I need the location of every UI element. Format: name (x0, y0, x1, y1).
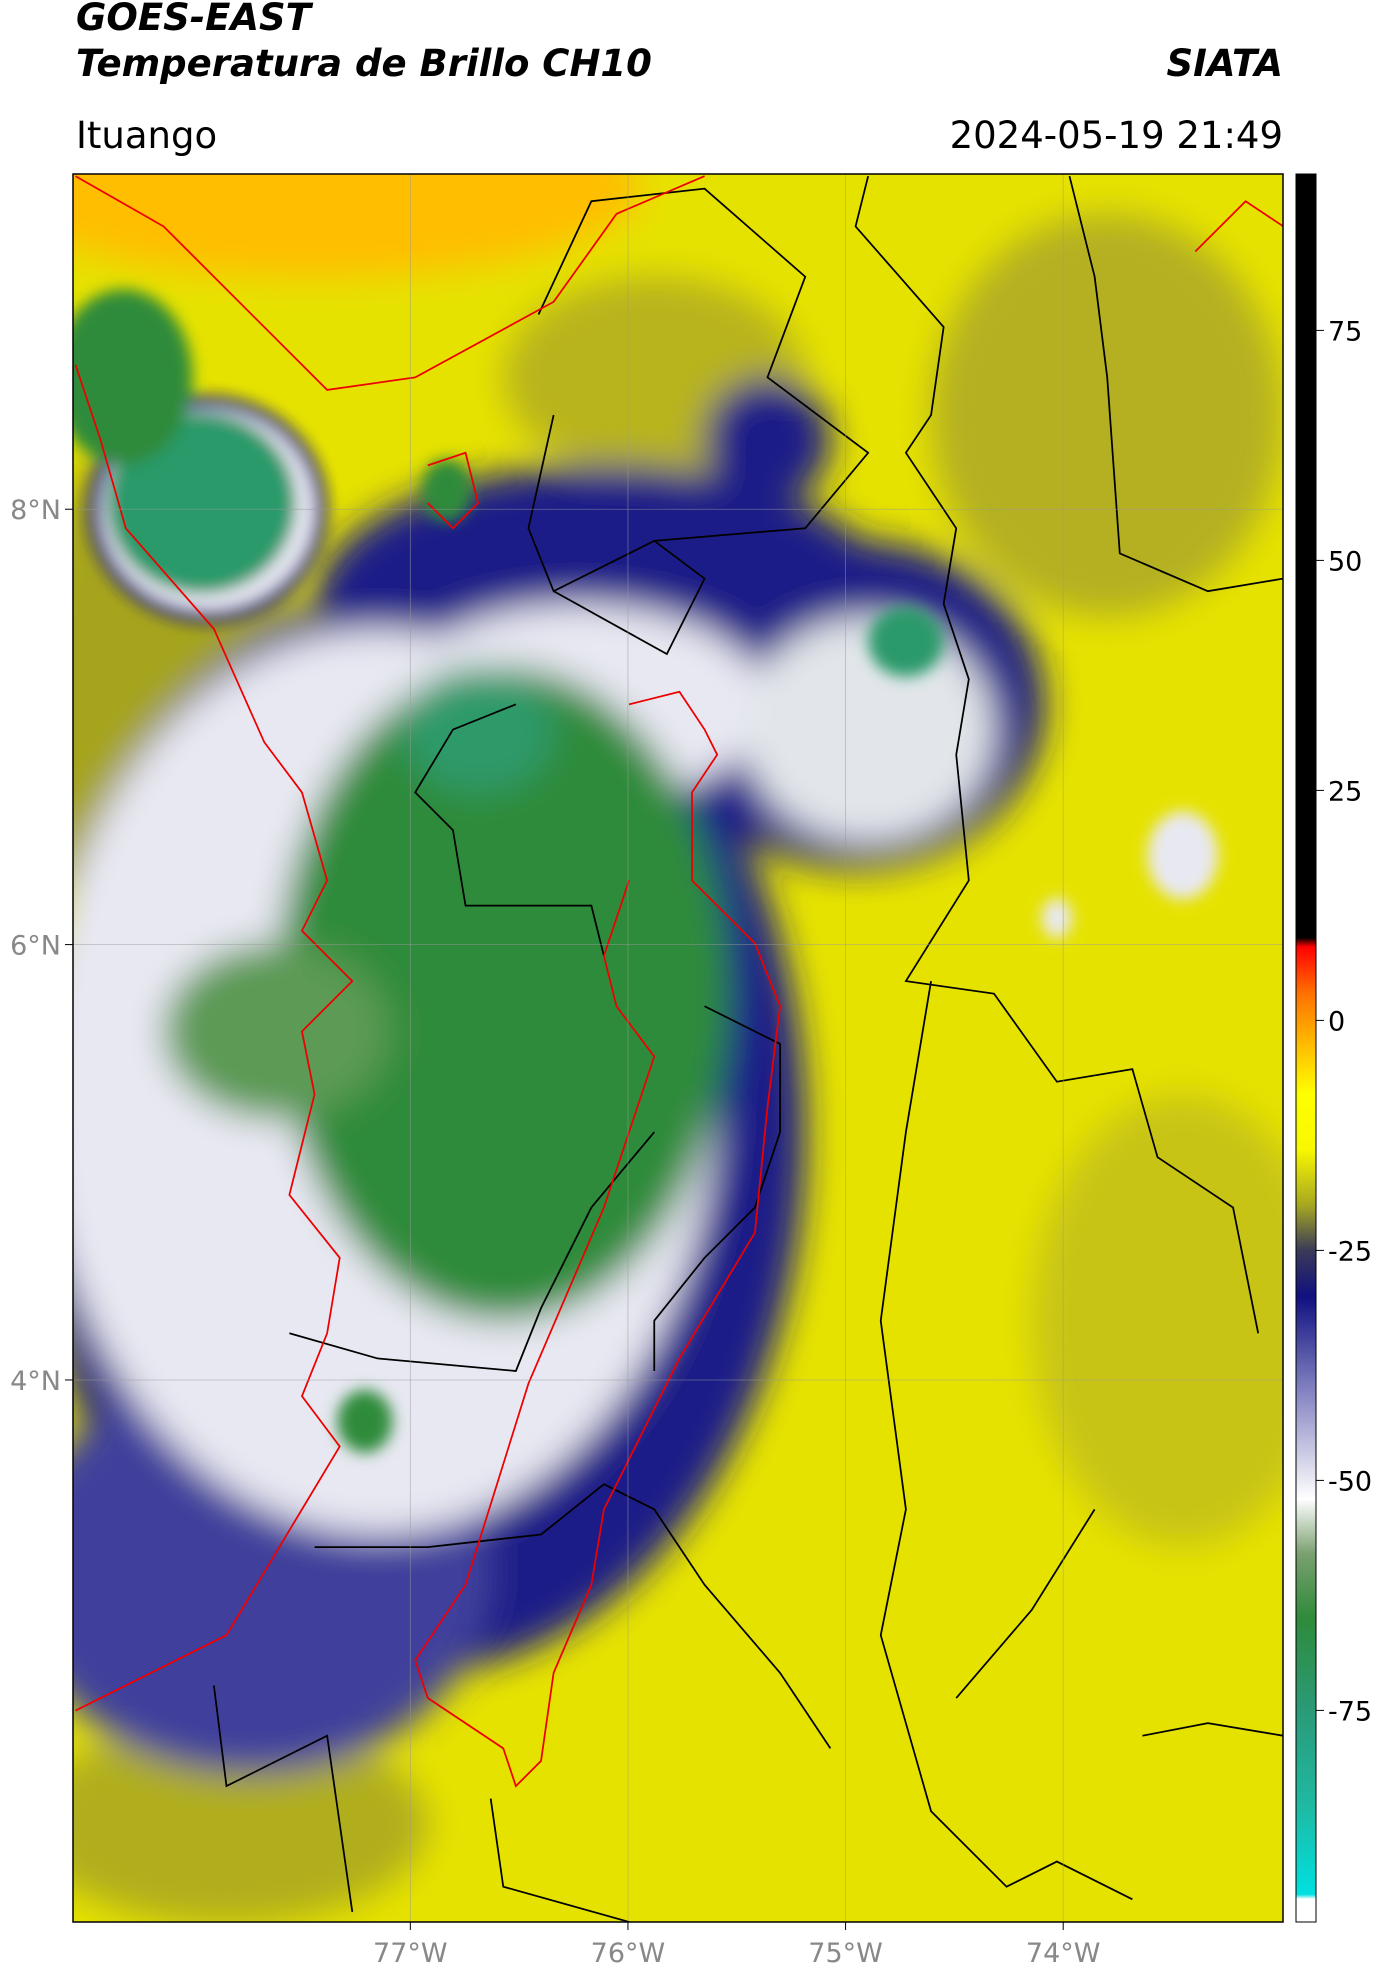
lon-tick-label: 74°W (1026, 1938, 1101, 1969)
map-frame (72, 173, 1284, 1923)
source: SIATA (1166, 42, 1283, 85)
colorbar-tick-label: 50 (1328, 546, 1362, 577)
lat-tick-label: 4°N (10, 1366, 61, 1397)
lat-tick-label: 8°N (10, 495, 61, 526)
colorbar-tick-label: 75 (1328, 316, 1362, 347)
colorbar-tick-label: 0 (1328, 1006, 1345, 1037)
lon-tick-label: 76°W (591, 1938, 666, 1969)
lat-tick-label: 6°N (10, 931, 61, 962)
colorbar (1295, 173, 1317, 1923)
colorbar-tick-label: -75 (1328, 1696, 1372, 1727)
datetime: 2024-05-19 21:49 (950, 114, 1283, 157)
subtitle: Temperatura de Brillo CH10 (76, 42, 652, 85)
colorbar-tick-label: 25 (1328, 776, 1362, 807)
title: GOES-EAST (76, 0, 314, 39)
satellite-image (73, 174, 1283, 1922)
colorbar-tick-label: -25 (1328, 1236, 1372, 1267)
lon-tick-label: 77°W (373, 1938, 448, 1969)
lon-tick-label: 75°W (808, 1938, 883, 1969)
colorbar-tick-label: -50 (1328, 1466, 1372, 1497)
region: Ituango (76, 114, 217, 157)
